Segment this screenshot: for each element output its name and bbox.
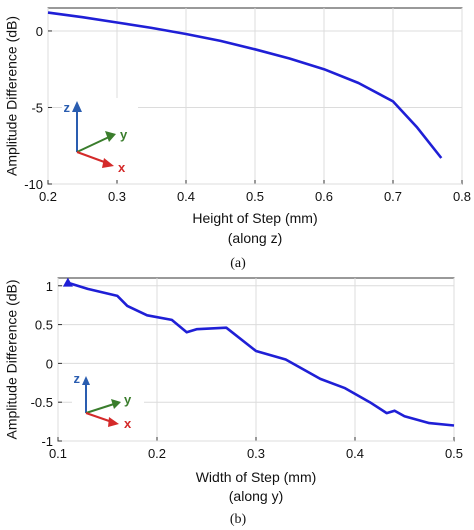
- z-arrowhead: [82, 376, 90, 385]
- y-arrow: [85, 403, 115, 414]
- x-axis-label: Width of Step (mm): [196, 469, 317, 485]
- y-tick-label: 0: [36, 24, 43, 39]
- y-axis-letter: y: [120, 127, 128, 142]
- y-tick-label: -0.5: [31, 395, 53, 410]
- x-axis-label: Height of Step (mm): [192, 210, 317, 226]
- x-tick-label: 0.1: [49, 446, 67, 461]
- x-axis-sublabel: (along y): [229, 488, 283, 504]
- x-tick-label: 0.4: [346, 446, 364, 461]
- z-arrowhead: [72, 101, 82, 112]
- x-tick-label: 0.5: [246, 189, 264, 204]
- y-tick-label: -5: [31, 100, 43, 115]
- y-tick-label: -10: [24, 177, 43, 192]
- x-arrow: [76, 151, 108, 164]
- x-arrowhead: [102, 158, 114, 168]
- y-axis-label: Amplitude Difference (dB): [4, 279, 20, 439]
- first-point-marker: [62, 277, 73, 287]
- chart-panel-b: 0.1 0.2 0.3 0.4 0.5 -1 -0.5 0 0.5 1 Width of Ste…: [4, 277, 463, 527]
- x-tick-label: 0.6: [315, 189, 333, 204]
- x-axis-letter: x: [124, 416, 132, 431]
- y-tick-label: 1: [46, 279, 53, 294]
- x-axis-letter: x: [118, 160, 126, 175]
- y-arrowhead: [111, 399, 121, 409]
- x-axis-sublabel: (along z): [228, 230, 282, 246]
- x-tick-labels: 0.1 0.2 0.3 0.4 0.5: [49, 446, 463, 461]
- series-lines: [47, 11, 443, 159]
- chart-panel-a: 0.2 0.3 0.4 0.5 0.6 0.7 0.8 -10 -5 0 Height of S…: [4, 7, 471, 271]
- panel-caption: (a): [230, 256, 246, 271]
- y-axis-letter: y: [124, 392, 132, 407]
- y-tick-labels: -1 -0.5 0 0.5 1: [31, 279, 53, 449]
- x-tick-labels: 0.2 0.3 0.4 0.5 0.6 0.7 0.8: [39, 189, 471, 204]
- x-tick-label: 0.3: [247, 446, 265, 461]
- x-tick-label: 0.8: [453, 189, 471, 204]
- y-tick-labels: -10 -5 0: [24, 24, 43, 192]
- x-tick-label: 0.3: [108, 189, 126, 204]
- y-arrowhead: [105, 131, 116, 142]
- x-tick-label: 0.5: [445, 446, 463, 461]
- y-tick-label: 0: [46, 356, 53, 371]
- axes-orientation-inset: z y x: [62, 98, 138, 180]
- x-tick-label: 0.2: [39, 189, 57, 204]
- x-tick-label: 0.2: [148, 446, 166, 461]
- y-tick-label: 0.5: [35, 318, 53, 333]
- z-axis-letter: z: [74, 371, 81, 386]
- y-tick-label: -1: [41, 434, 53, 449]
- series-lines: [62, 277, 455, 427]
- z-axis-letter: z: [64, 100, 71, 115]
- axes-orientation-inset: z y x: [72, 368, 144, 434]
- grid: [57, 278, 455, 442]
- inset-background: [72, 368, 144, 434]
- y-axis-label: Amplitude Difference (dB): [4, 16, 20, 176]
- x-arrow: [85, 412, 113, 423]
- x-arrowhead: [108, 417, 119, 427]
- x-tick-label: 0.7: [384, 189, 402, 204]
- y-arrow: [76, 136, 110, 153]
- x-tick-label: 0.4: [177, 189, 195, 204]
- panel-caption: (b): [230, 512, 247, 527]
